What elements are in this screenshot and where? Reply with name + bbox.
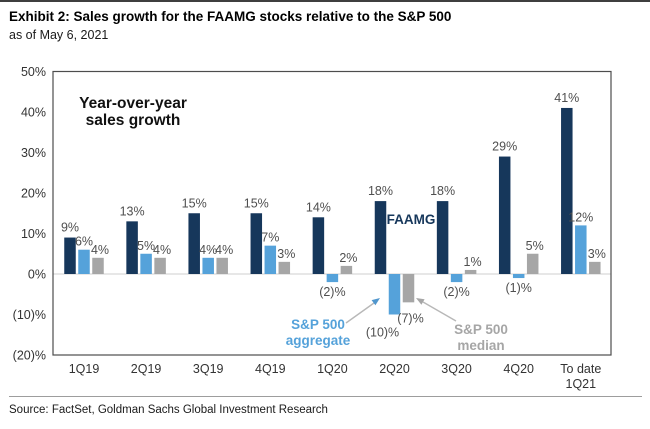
faamg-series-annotation: FAAMG <box>387 212 436 227</box>
sp500-median-bar <box>402 274 415 303</box>
plot-note-annotation: Year-over-year <box>79 95 187 112</box>
plot-note-annotation: sales growth <box>86 112 181 129</box>
x-axis-category-label: 2Q20 <box>379 362 410 376</box>
sp500-aggregate-bar <box>264 245 277 274</box>
sp500-aggregate-series-annotation: aggregate <box>286 333 351 348</box>
bar-value-label: 5% <box>137 239 155 253</box>
sp500-median-bar <box>278 261 291 274</box>
plot-border <box>52 70 612 356</box>
faamg-bar <box>188 213 200 274</box>
y-axis-tick-label: 10% <box>21 227 46 241</box>
sp500-median-bar <box>154 257 166 274</box>
chart-subtitle: as of May 6, 2021 <box>9 28 109 42</box>
bar-value-label: 3% <box>277 247 295 261</box>
bar-value-label: 13% <box>120 204 145 218</box>
x-axis-category-label: 1Q21 <box>566 377 597 391</box>
aggregate-arrowhead-icon <box>371 298 380 306</box>
faamg-bar <box>312 217 325 274</box>
x-axis-category-label: 2Q19 <box>131 362 162 376</box>
y-axis-tick-label: (20)% <box>13 349 46 363</box>
sp500-median-bar <box>464 269 477 274</box>
bar-value-label: 5% <box>526 239 544 253</box>
sp500-median-bar <box>216 257 228 274</box>
sp500-aggregate-bar <box>202 257 214 274</box>
x-axis-category-label: 1Q19 <box>69 362 100 376</box>
sp500-aggregate-bar <box>388 274 401 315</box>
bar-value-label: 41% <box>554 91 579 105</box>
sp500-aggregate-bar <box>575 225 587 274</box>
faamg-bar <box>250 213 263 274</box>
bar-value-label: 4% <box>199 243 217 257</box>
x-axis-category-label: 1Q20 <box>317 362 348 376</box>
y-axis-tick-label: 0% <box>28 268 46 282</box>
y-axis-tick-label: 50% <box>21 65 46 79</box>
bar-value-label: 1% <box>464 255 482 269</box>
sp500-aggregate-series-annotation: S&P 500 <box>291 317 345 332</box>
y-axis-tick-label: (10)% <box>13 308 46 322</box>
sp500-aggregate-bar <box>78 249 90 274</box>
bar-value-label: (7)% <box>397 311 423 325</box>
faamg-bar <box>374 201 387 274</box>
faamg-bar <box>436 201 449 274</box>
y-axis-tick-label: 30% <box>21 146 46 160</box>
sp500-median-bar <box>92 257 104 274</box>
bar-value-label: 2% <box>339 251 357 265</box>
faamg-bar <box>561 107 573 274</box>
x-axis-category-label: 4Q20 <box>503 362 534 376</box>
bar-value-label: 14% <box>306 200 331 214</box>
source-divider <box>9 396 642 397</box>
chart-title: Exhibit 2: Sales growth for the FAAMG st… <box>9 9 452 24</box>
bar-value-label: (1)% <box>505 281 531 295</box>
bar-value-label: 4% <box>91 243 109 257</box>
bar-value-label: 18% <box>430 184 455 198</box>
bar-value-label: 4% <box>153 243 171 257</box>
top-divider <box>0 0 650 2</box>
sp500-median-bar <box>340 265 353 274</box>
bar-value-label: 9% <box>61 221 79 235</box>
bar-value-label: 15% <box>182 196 207 210</box>
aggregate-annotation-arrow <box>345 302 375 324</box>
bar-value-label: 4% <box>215 243 233 257</box>
y-axis-tick-label: 40% <box>21 106 46 120</box>
bar-value-label: 3% <box>588 247 606 261</box>
x-axis-category-label: 3Q20 <box>441 362 472 376</box>
sp500-median-series-annotation: S&P 500 <box>454 322 508 337</box>
sp500-median-series-annotation: median <box>457 338 504 353</box>
bar-value-label: 7% <box>261 231 279 245</box>
sp500-aggregate-bar <box>326 274 339 283</box>
bar-value-label: 29% <box>492 140 517 154</box>
sp500-median-bar <box>526 253 539 274</box>
x-axis-category-label: 4Q19 <box>255 362 286 376</box>
sp500-aggregate-bar <box>450 274 463 283</box>
y-axis-tick-label: 20% <box>21 187 46 201</box>
sp500-aggregate-bar <box>140 253 152 274</box>
bar-value-label: 6% <box>75 235 93 249</box>
bar-value-label: (2)% <box>319 285 345 299</box>
bar-value-label: (2)% <box>443 285 469 299</box>
source-note: Source: FactSet, Goldman Sachs Global In… <box>9 404 328 416</box>
x-axis-category-label: To date <box>560 362 601 376</box>
bar-value-label: 18% <box>368 184 393 198</box>
bar-value-label: (10)% <box>366 326 399 340</box>
x-axis-category-label: 3Q19 <box>193 362 224 376</box>
bar-value-label: 15% <box>244 196 269 210</box>
faamg-bar <box>498 156 511 274</box>
bar-value-label: 12% <box>568 210 593 224</box>
faamg-bar <box>126 221 138 274</box>
faamg-bar <box>64 237 76 274</box>
sp500-median-bar <box>589 261 601 274</box>
median-arrowhead-icon <box>416 298 425 305</box>
sp500-aggregate-bar <box>512 274 525 279</box>
median-annotation-arrow <box>422 301 457 322</box>
